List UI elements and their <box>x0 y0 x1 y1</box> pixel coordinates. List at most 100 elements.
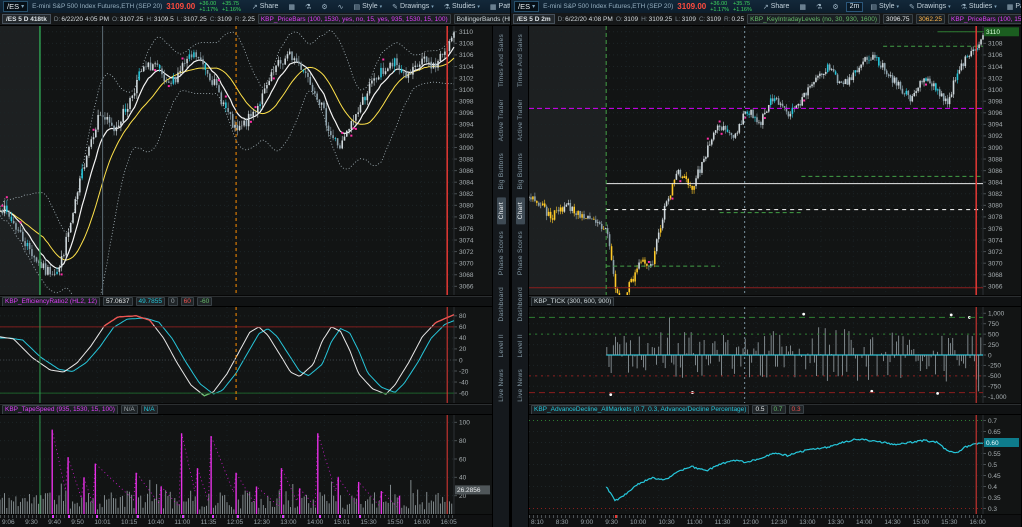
study-chip[interactable]: KBP_PriceBars (100, 1530, yes, no, 15, y… <box>257 14 451 24</box>
symbol-value: /ES <box>7 2 20 11</box>
calendar-button[interactable]: ▦ <box>285 3 298 11</box>
sidebar-tab-chart[interactable]: Chart <box>515 196 525 225</box>
study-chip[interactable]: 3062.25 <box>915 14 946 24</box>
studies-button[interactable]: ⚗ Studies ▾ <box>443 3 480 11</box>
time-label: 9:40 <box>48 519 61 526</box>
study-chip[interactable]: KBP_TICK (300, 600, 900) <box>531 297 615 306</box>
drawings-button[interactable]: ✎ Drawings ▾ <box>392 3 434 11</box>
study-value: 0 <box>168 297 178 306</box>
price-chart[interactable]: 3110 3108 3106 3104 3102 3100 3098 3096 3094 3092… <box>0 26 492 296</box>
svg-text:0.65: 0.65 <box>988 429 1001 436</box>
svg-text:3100: 3100 <box>459 87 474 94</box>
study-chip[interactable]: 3096.75 <box>883 14 913 24</box>
last-price: 3109.00 <box>166 2 196 11</box>
analyze-button[interactable]: ⚗ <box>813 3 825 11</box>
ohlc-field: H: 3109.5 <box>146 15 174 23</box>
sidebar-tab-phase-scores[interactable]: Phase Scores <box>497 231 505 276</box>
svg-text:3106: 3106 <box>459 52 474 59</box>
svg-text:3078: 3078 <box>988 214 1003 221</box>
sidebar-tab-live-news[interactable]: Live News <box>516 369 524 402</box>
calendar-icon: ▦ <box>799 3 807 11</box>
chart-panel-right: /ES ▾ E-mini S&P 500 Index Futures,ETH (… <box>511 0 1022 527</box>
patterns-button[interactable]: ▦Patterns▾ <box>489 3 510 11</box>
time-label: 10:01 <box>94 519 111 526</box>
waveform-button[interactable]: ∿ <box>335 3 347 11</box>
settings-button[interactable]: ⚙ <box>318 3 330 11</box>
eth-change-block: +35.75 +1.16% <box>733 1 752 13</box>
svg-text:-40: -40 <box>459 379 469 386</box>
chevron-down-icon: ▾ <box>379 3 383 10</box>
svg-text:0.55: 0.55 <box>988 451 1001 458</box>
style-button[interactable]: ▤ Style ▾ <box>353 3 383 11</box>
advance-decline-chart[interactable]: 0.70.650.60.550.50.450.40.350.30.60 <box>529 415 1021 515</box>
sidebar-tab-big-buttons[interactable]: Big Buttons <box>497 153 505 190</box>
svg-text:3068: 3068 <box>988 272 1003 279</box>
settings-button[interactable]: ⚙ <box>829 3 841 11</box>
studies-button[interactable]: ⚗ Studies ▾ <box>960 3 997 11</box>
patterns-button[interactable]: ▦Patterns▾ <box>1006 3 1021 11</box>
sidebar-tab-times-and-sales[interactable]: Times And Sales <box>497 34 505 88</box>
svg-text:40: 40 <box>459 335 467 342</box>
time-label: 12:05 <box>226 519 244 526</box>
analyze-button[interactable]: ⚗ <box>302 3 314 11</box>
drawings-button[interactable]: ✎ Drawings ▾ <box>909 3 951 11</box>
study-chip[interactable]: KBP_PriceBars (100, 1530, yes, yes, 15, … <box>948 14 1021 24</box>
efficiency-ratio-chart[interactable]: 80 60 40 20 0 -20 -40 -60 <box>0 307 492 404</box>
sidebar-tab-chart[interactable]: Chart <box>496 196 506 225</box>
svg-text:3072: 3072 <box>459 249 474 256</box>
tape-speed-chart[interactable]: 100 80 60 40 20 26.2856 <box>0 415 492 515</box>
time-label: 15:01 <box>333 519 350 526</box>
tick-chart[interactable]: 1,000 750 500 250 0 -250 -500 -750 -1,000 <box>529 307 1021 404</box>
study-chip[interactable]: KBP_TapeSpeed (935, 1530, 15, 100) <box>2 405 118 414</box>
time-label: 8:30 <box>555 519 569 526</box>
ohlc-field: H: 3109.25 <box>641 15 673 23</box>
time-label: 9:30 <box>605 519 618 526</box>
sidebar-tab-level-ii[interactable]: Level II <box>516 333 524 358</box>
chevron-down-icon: ▾ <box>896 3 900 10</box>
svg-text:750: 750 <box>988 321 999 328</box>
aggregation-chip[interactable]: /ES 5 D 2m <box>513 14 555 24</box>
sidebar-tab-dashboard[interactable]: Dashboard <box>497 287 505 322</box>
time-label: 9:00 <box>580 519 594 526</box>
svg-text:3090: 3090 <box>459 145 474 152</box>
svg-text:3102: 3102 <box>459 75 474 82</box>
svg-text:3092: 3092 <box>459 133 474 140</box>
calendar-button[interactable]: ▦ <box>796 3 809 11</box>
svg-text:0.7: 0.7 <box>988 418 997 425</box>
study-bar-tick: KBP_TICK (300, 600, 900) <box>529 296 1021 307</box>
study-chip[interactable]: KBP_EfficiencyRatio2 (HL2, 12) <box>2 297 101 306</box>
eth-change-value: +35.75 <box>733 0 751 7</box>
svg-text:3096: 3096 <box>459 110 474 117</box>
svg-text:3110: 3110 <box>459 29 473 36</box>
share-button[interactable]: ↗ Share <box>251 3 279 11</box>
symbol-description: E-mini S&P 500 Index Futures,ETH (SEP 20… <box>32 3 163 10</box>
aggregation-chip[interactable]: /ES 5 D 418tk <box>2 14 51 24</box>
sidebar-tab-active-trader[interactable]: Active Trader <box>497 99 505 142</box>
patterns-icon: ▦ <box>1006 3 1014 11</box>
sidebar-tab-level-ii[interactable]: Level II <box>497 333 505 358</box>
share-button[interactable]: ↗ Share <box>762 3 790 11</box>
svg-text:3098: 3098 <box>988 99 1003 106</box>
price-chart[interactable]: 3110 3108 3106 3104 3102 3100 3098 3096 3094 3092… <box>529 26 1021 296</box>
style-button[interactable]: ▤ Style ▾ <box>870 3 900 11</box>
change-value: +36.00 <box>710 0 728 7</box>
study-chip[interactable]: BollingerBands (HL2, 0, 20, -2.0, 2.0, W… <box>453 14 510 24</box>
study-chip[interactable]: KBP_AdvanceDecline_AllMarkets (0.7, 0.3,… <box>531 405 750 414</box>
sidebar-tab-dashboard[interactable]: Dashboard <box>516 287 524 322</box>
time-label: 13:30 <box>827 519 844 526</box>
sidebar-tab-phase-scores[interactable]: Phase Scores <box>516 231 524 276</box>
study-value: 57.0637 <box>103 297 133 306</box>
sidebar-tab-active-trader[interactable]: Active Trader <box>516 99 524 142</box>
study-chip[interactable]: KBP_KeyIntradayLevels (no, 30, 930, 1600… <box>747 14 881 24</box>
gear-icon: ⚙ <box>832 3 839 11</box>
sidebar-tab-big-buttons[interactable]: Big Buttons <box>516 153 524 190</box>
time-label: 16:00 <box>413 519 431 526</box>
symbol-input[interactable]: /ES ▾ <box>514 1 540 12</box>
svg-text:26.2856: 26.2856 <box>457 487 481 494</box>
sidebar-tab-live-news[interactable]: Live News <box>497 369 505 402</box>
symbol-input[interactable]: /ES ▾ <box>3 1 29 12</box>
sidebar-tab-times-and-sales[interactable]: Times And Sales <box>516 34 524 88</box>
svg-text:60: 60 <box>459 456 467 463</box>
interval-button[interactable]: 2m <box>845 1 864 12</box>
bar-tick-strip <box>529 515 984 518</box>
